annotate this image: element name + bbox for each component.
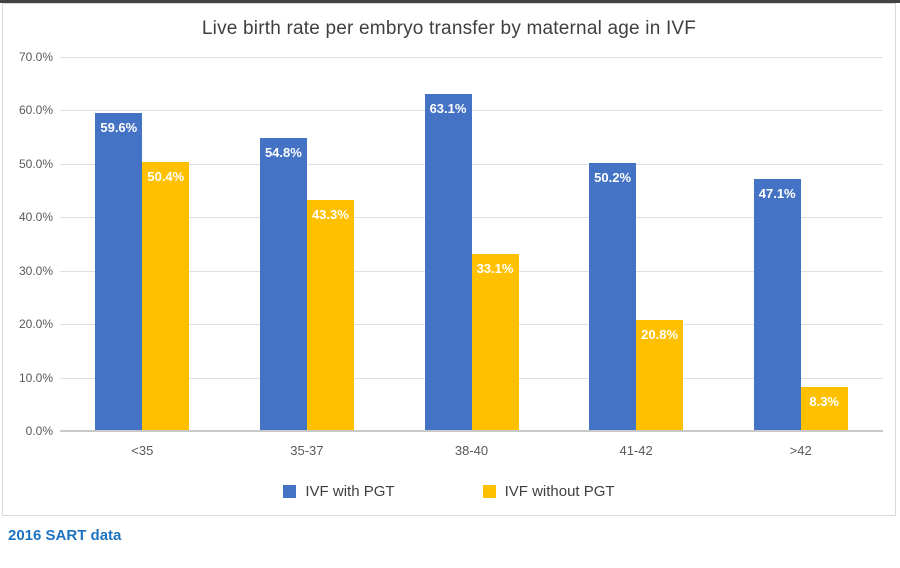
bar-data-label: 59.6% xyxy=(100,119,138,135)
bar-ivf-with-pgt-35-37 xyxy=(259,138,307,431)
gridline-50.0% xyxy=(60,163,883,165)
bar-data-label: 33.1% xyxy=(476,261,514,277)
bar-ivf-without-pgt-35 xyxy=(142,161,190,431)
bar-ivf-with-pgt-35 xyxy=(95,112,143,431)
y-tick-label: 30.0% xyxy=(18,263,53,278)
bar-ivf-without-pgt-42 xyxy=(800,386,848,431)
legend-swatch-ivf-with-pgt xyxy=(283,485,297,498)
x-axis-line xyxy=(60,430,883,432)
y-tick-label: 0.0% xyxy=(25,424,53,438)
bar-data-label: 50.4% xyxy=(147,168,185,184)
x-tick-label-35-37: 35-37 xyxy=(290,443,324,458)
gridline-70.0% xyxy=(60,57,883,58)
legend-swatch-ivf-without-pgt xyxy=(482,485,496,498)
bar-ivf-with-pgt-41-42 xyxy=(589,162,637,431)
gridline-40.0% xyxy=(60,217,883,219)
y-tick-label: 10.0% xyxy=(18,370,53,385)
bar-ivf-with-pgt-42 xyxy=(753,179,801,431)
gridline-60.0% xyxy=(60,110,883,112)
chart-container: Live birth rate per embryo transfer by m… xyxy=(2,3,896,516)
legend-item-ivf-with-pgt: IVF with PGT xyxy=(283,483,395,500)
bar-data-label: 20.8% xyxy=(641,326,679,342)
window-top-edge-strip xyxy=(0,0,900,3)
bar-data-label: 43.3% xyxy=(311,206,349,222)
legend: IVF with PGT IVF without PGT xyxy=(3,483,895,500)
bar-ivf-with-pgt-38-40 xyxy=(424,93,472,431)
bar-data-label: 47.1% xyxy=(758,186,796,202)
y-tick-label: 20.0% xyxy=(18,317,53,332)
x-tick-label-41-42: 41-42 xyxy=(619,443,653,458)
bar-ivf-without-pgt-41-42 xyxy=(636,319,684,431)
x-tick-label-38-40: 38-40 xyxy=(454,443,489,458)
y-tick-label: 70.0% xyxy=(18,50,53,64)
legend-label-ivf-without-pgt: IVF without PGT xyxy=(504,483,615,500)
legend-item-ivf-without-pgt: IVF without PGT xyxy=(482,483,615,500)
y-tick-label: 60.0% xyxy=(18,103,53,118)
x-tick-label-42: >42 xyxy=(789,443,812,458)
source-note: 2016 SART data xyxy=(8,527,122,544)
bar-data-label: 54.8% xyxy=(264,145,302,161)
bar-ivf-without-pgt-35-37 xyxy=(306,199,354,431)
x-tick-label-35: <35 xyxy=(131,443,154,458)
bar-ivf-without-pgt-38-40 xyxy=(471,254,519,431)
bar-data-label: 50.2% xyxy=(594,169,632,185)
legend-label-ivf-with-pgt: IVF with PGT xyxy=(305,483,395,500)
bar-data-label: 8.3% xyxy=(809,393,839,409)
chart-title: Live birth rate per embryo transfer by m… xyxy=(201,18,697,39)
y-tick-label: 40.0% xyxy=(18,210,53,225)
bar-data-label: 63.1% xyxy=(429,100,467,116)
y-tick-label: 50.0% xyxy=(18,156,53,171)
